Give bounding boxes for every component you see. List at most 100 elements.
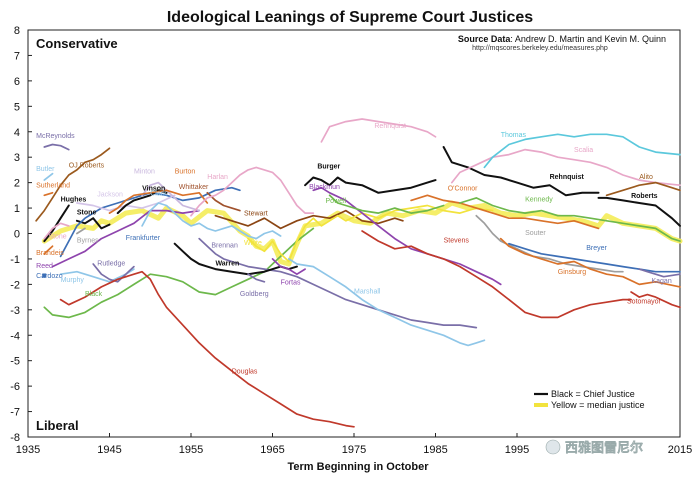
series-line-butler [43,172,54,181]
x-tick-label: 1945 [97,444,121,456]
x-tick-label: 1985 [423,444,447,456]
series-label-vinson: Vinson [142,185,165,192]
series-line-goldberg [247,273,266,283]
series-line-vinson [116,189,168,215]
series-label-warren: Warren [215,260,239,267]
series-line-reed [51,209,201,268]
y-tick-label: -7 [10,407,20,419]
series-line-stone [75,217,111,230]
label-layer: McReynolds Butler Sutherland OJ Roberts Hugh… [36,123,672,375]
conservative-label: Conservative [36,36,118,51]
series-label-fortas: Fortas [281,279,301,286]
series-label-hughes: Hughes [61,197,87,204]
series-label-kennedy: Kennedy [525,197,553,204]
series-line-rehnquist [320,118,437,143]
y-tick-label: 3 [14,152,20,164]
x-tick-label: 1955 [179,444,203,456]
series-line-kagan [638,268,681,278]
y-tick-label: -5 [10,356,20,368]
series-label-mcreynolds: McReynolds [36,133,75,140]
series-label-souter: Souter [525,230,546,237]
series-line-rehnquist-cj [442,146,600,197]
series-label-clark: Clark [150,190,167,197]
series-line-minton [141,181,201,212]
series-line-byrnes [76,227,86,235]
series-label-murphy: Murphy [61,277,85,284]
y-tick-label: -6 [10,381,20,393]
series-line-sutherland [43,191,54,197]
series-line-brandeis [43,245,54,255]
series-line-whittaker [206,191,241,212]
series-label-goldberg: Goldberg [240,291,269,298]
series-line-ginsburg [499,237,681,288]
series-line-marshall [287,258,486,347]
series-line-burger [304,176,437,194]
series-label-blackmun: Blackmun [309,184,340,191]
median-justice-line [41,200,683,267]
series-label-breyer: Breyer [586,245,607,252]
watermark: 西雅图雷尼尔 [545,439,643,455]
series-line-clark [141,202,282,240]
y-tick-label: 6 [14,76,20,88]
plot-area [27,29,681,438]
y-tick-label: -4 [10,330,20,342]
series-label-burton: Burton [175,169,196,176]
series-label-stone: Stone [77,209,97,216]
series-line-burton [108,189,209,214]
series-label-rehnquist: Rehnquist [374,123,406,130]
series-line-douglas [59,270,355,428]
series-line-roberts [597,196,681,227]
series-label-byrnes: Byrnes [77,237,99,244]
series-line-fortas [271,258,306,276]
series-label-brandeis: Brandeis [36,250,64,257]
series-label-reed: Reed [36,263,53,270]
series-line-alito [605,181,681,197]
watermark-text: 西雅图雷尼尔 [565,440,643,455]
series-line-o-connor [410,194,600,230]
y-tick-label: 5 [14,101,20,113]
legend-black-text: Black = Chief Justice [551,389,635,399]
y-tick-label: 7 [14,50,20,62]
legend-yellow-text: Yellow = median justice [551,400,644,410]
series-line-harlan [190,166,315,217]
median-layer [41,200,683,267]
x-tick-label: 2015 [668,444,692,456]
series-line-stone-aj [43,222,70,240]
series-label-sotomayor: Sotomayor [627,298,662,305]
liberal-label: Liberal [36,418,79,433]
series-line-hughes [43,204,70,243]
legend: Black = Chief Justice Yellow = median ju… [534,389,644,410]
series-label-minton: Minton [134,169,155,176]
series-label-jackson: Jackson [97,192,123,199]
series-label-cardozo: Cardozo [36,273,63,280]
x-axis: 1935 1945 1955 1965 1975 1985 1995 2015 [16,433,692,456]
series-line-scalia [450,148,681,187]
series-label-stone-aj: Stone [48,234,66,241]
x-tick-label: 1975 [342,444,366,456]
series-label-black: Black [85,291,103,298]
y-tick-label: -1 [10,254,20,266]
series-label-o-connor: O'Connor [448,185,478,192]
source-credit-authors: : Andrew D. Martin and Kevin M. Quinn [510,34,666,44]
series-label-douglas: Douglas [232,368,258,375]
y-tick-label: 4 [14,127,20,139]
series-line-brennan [198,237,478,329]
series-label-rutledge: Rutledge [97,260,125,267]
series-label-stewart: Stewart [244,211,268,218]
series-label-butler: Butler [36,166,55,173]
series-line-thomas [483,133,681,169]
y-tick-label: 1 [14,203,20,215]
x-tick-label: 1935 [16,444,40,456]
series-label-marshall: Marshall [354,288,381,295]
series-label-ginsburg: Ginsburg [558,269,587,276]
watermark-icon [545,439,561,455]
series-label-roberts: Roberts [631,193,658,200]
series-line-oj-roberts [35,147,111,222]
series-label-powell: Powell [325,198,346,205]
series-label-white: White [244,240,262,247]
series-label-oj-roberts: OJ Roberts [69,162,105,169]
y-axis: -8 -7 -6 -5 -4 -3 -2 -1 0 1 2 3 4 5 6 7 8 [10,25,32,444]
series-label-burger: Burger [317,164,340,171]
series-label-frankfurter: Frankfurter [126,235,161,242]
